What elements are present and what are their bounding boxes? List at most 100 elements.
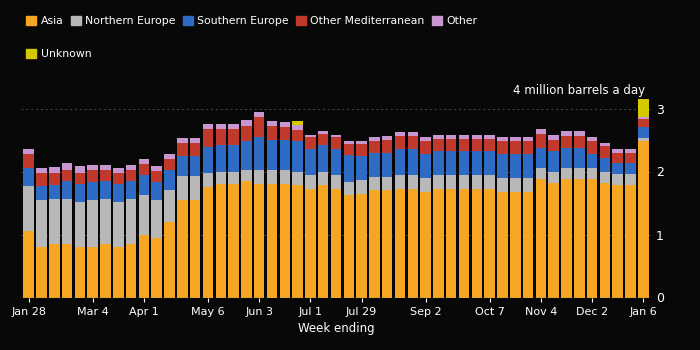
Bar [49, 244, 60, 298]
Bar [100, 181, 111, 198]
Bar [23, 149, 34, 154]
Bar [638, 117, 649, 119]
Bar [548, 183, 559, 298]
Bar [62, 170, 72, 181]
Bar [293, 125, 303, 130]
Bar [497, 192, 508, 298]
Bar [421, 141, 431, 154]
Bar [216, 172, 226, 184]
Bar [638, 138, 649, 141]
Bar [625, 186, 636, 298]
Bar [36, 200, 47, 247]
Bar [49, 185, 60, 198]
Bar [356, 145, 367, 156]
Bar [330, 189, 342, 298]
Bar [279, 127, 290, 140]
Bar [62, 163, 72, 170]
Bar [75, 247, 85, 298]
Bar [203, 173, 214, 187]
Bar [548, 135, 559, 140]
Bar [344, 155, 354, 182]
Bar [151, 166, 162, 171]
Legend: Unknown: Unknown [27, 49, 91, 60]
Bar [356, 141, 367, 145]
Bar [203, 124, 214, 129]
Bar [139, 175, 149, 195]
Bar [190, 200, 200, 298]
Bar [62, 198, 72, 244]
Bar [612, 163, 623, 174]
Bar [164, 222, 175, 298]
Bar [330, 135, 342, 138]
Bar [407, 149, 418, 175]
Bar [164, 170, 175, 190]
Bar [190, 143, 200, 156]
Bar [369, 153, 379, 176]
Bar [126, 181, 136, 198]
Bar [612, 174, 623, 186]
Bar [318, 186, 328, 298]
Bar [126, 244, 136, 298]
Bar [523, 141, 533, 154]
Bar [36, 173, 47, 186]
Bar [177, 156, 188, 176]
Bar [254, 117, 265, 138]
Bar [433, 189, 444, 298]
Bar [228, 184, 239, 298]
Bar [293, 141, 303, 172]
Bar [305, 149, 316, 175]
Bar [139, 164, 149, 175]
Bar [356, 180, 367, 194]
Text: 4 million barrels a day: 4 million barrels a day [512, 84, 645, 97]
Bar [510, 154, 521, 178]
Bar [574, 179, 584, 298]
Bar [600, 158, 610, 172]
Bar [100, 198, 111, 244]
Bar [203, 129, 214, 147]
Bar [228, 124, 239, 129]
Bar [100, 244, 111, 298]
Bar [305, 138, 316, 149]
Bar [458, 135, 469, 139]
Bar [75, 167, 85, 173]
Bar [75, 202, 85, 247]
Bar [330, 138, 342, 149]
Bar [536, 148, 546, 168]
Bar [395, 175, 405, 189]
Bar [203, 187, 214, 298]
Bar [254, 170, 265, 184]
Bar [497, 178, 508, 192]
Bar [279, 122, 290, 127]
Bar [600, 142, 610, 146]
Bar [638, 119, 649, 127]
Bar [344, 141, 354, 144]
Bar [523, 178, 533, 192]
Bar [49, 167, 60, 173]
Bar [600, 146, 610, 158]
Bar [126, 198, 136, 244]
Bar [62, 244, 72, 298]
Bar [369, 141, 379, 153]
Bar [497, 154, 508, 178]
Bar [228, 172, 239, 184]
Bar [126, 164, 136, 170]
Bar [536, 168, 546, 179]
Bar [536, 134, 546, 148]
Bar [23, 186, 34, 231]
Bar [151, 238, 162, 298]
Bar [177, 176, 188, 200]
Bar [395, 132, 405, 136]
Bar [382, 190, 393, 298]
Bar [574, 148, 584, 168]
Bar [625, 149, 636, 153]
Bar [318, 145, 328, 172]
Bar [190, 176, 200, 200]
Bar [458, 175, 469, 189]
Bar [216, 124, 226, 129]
Bar [293, 121, 303, 125]
Bar [344, 195, 354, 298]
Bar [293, 186, 303, 298]
Bar [484, 135, 495, 139]
Bar [382, 176, 393, 190]
Bar [305, 135, 316, 138]
